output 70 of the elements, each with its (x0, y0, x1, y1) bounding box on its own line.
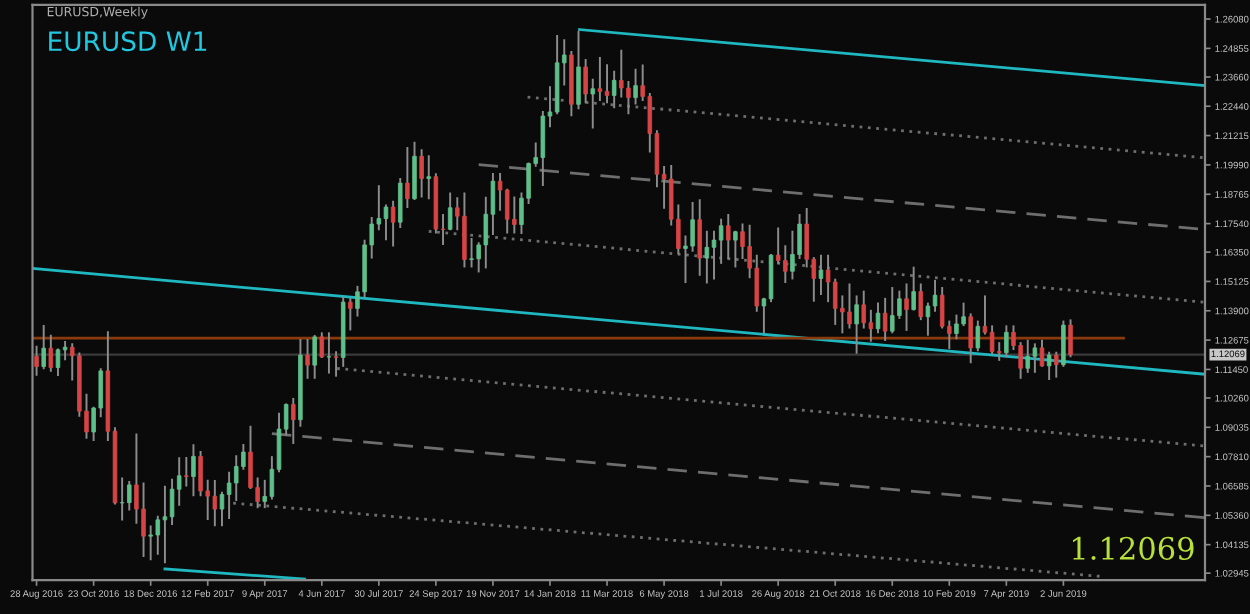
candlestick (162, 485, 168, 564)
candlestick (989, 325, 995, 355)
candlestick (718, 218, 724, 264)
candlestick (583, 59, 588, 104)
candlestick (954, 314, 959, 340)
candlestick (604, 64, 610, 104)
candlestick (127, 481, 132, 511)
candlestick (911, 266, 916, 311)
candlestick (932, 279, 938, 312)
candlestick (904, 283, 909, 331)
candlestick (697, 199, 702, 276)
candlestick (326, 332, 332, 374)
annotation: 1.12069 (1072, 536, 1194, 560)
candlestick (847, 283, 852, 329)
candlestick (633, 68, 638, 105)
candlestick (1068, 319, 1073, 358)
candlestick (783, 245, 788, 283)
candlestick (690, 202, 695, 252)
candlestick (447, 192, 453, 231)
candlestick (319, 332, 325, 358)
candlestick (348, 297, 353, 331)
candlestick (1046, 351, 1052, 381)
candlestick (1004, 325, 1009, 358)
candlestick (597, 57, 603, 101)
candlestick (1025, 339, 1030, 373)
candlestick (148, 525, 153, 561)
candlestick (1032, 343, 1038, 373)
candlestick (890, 287, 895, 334)
candlestick (469, 237, 474, 268)
candlestick (141, 482, 146, 558)
candlestick (1039, 339, 1045, 367)
candlestick (790, 230, 795, 280)
candlestick (291, 397, 296, 444)
candlestick (155, 515, 161, 555)
candlestick (1061, 320, 1066, 367)
candlestick (426, 155, 432, 200)
candlestick (119, 477, 125, 521)
candlestick (62, 340, 68, 361)
candlestick (191, 444, 196, 497)
candlestick (198, 451, 203, 497)
candlestick (462, 192, 467, 268)
candlestick (412, 141, 417, 200)
candlestick (704, 230, 710, 284)
candlestick (854, 295, 859, 354)
candlestick (925, 302, 931, 336)
candlestick (733, 230, 738, 268)
candlestick (305, 339, 310, 379)
candlestick (818, 254, 824, 295)
candlestick (212, 480, 218, 527)
candlestick (312, 334, 317, 379)
candlestick (390, 200, 396, 247)
text: EURUSD W1 (49, 31, 207, 52)
candlestick (576, 30, 581, 110)
candlestick (41, 324, 46, 370)
candlestick (861, 290, 866, 329)
candlestick (184, 457, 189, 487)
candlestick (540, 111, 546, 186)
candlestick (333, 351, 339, 377)
candlestick (405, 146, 410, 209)
candlestick (504, 188, 510, 234)
candlestick (726, 214, 731, 260)
candlestick (626, 81, 631, 115)
candlestick (975, 320, 981, 352)
candlestick (961, 302, 966, 327)
candlestick (419, 149, 424, 198)
candlestick (711, 230, 717, 280)
candlestick (55, 348, 61, 376)
candlestick (590, 78, 596, 129)
candlestick (512, 196, 517, 234)
candlestick (1054, 351, 1059, 378)
